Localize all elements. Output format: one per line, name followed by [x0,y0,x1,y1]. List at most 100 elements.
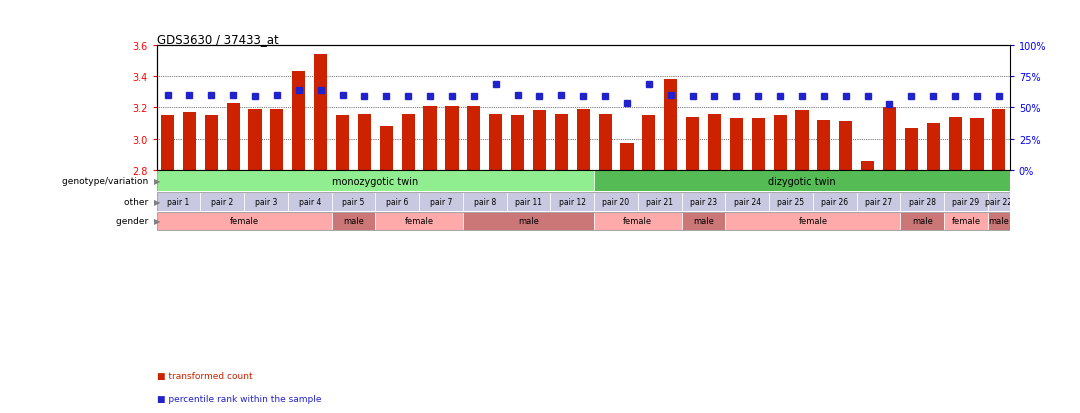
Bar [511,116,524,171]
Bar [795,111,809,171]
Bar [551,192,594,211]
Text: pair 8: pair 8 [474,197,496,206]
Text: GDS3630 / 37433_at: GDS3630 / 37433_at [157,33,279,45]
Bar [681,192,726,211]
Bar [726,192,769,211]
Bar [730,119,743,171]
Bar [376,192,419,211]
Bar [988,192,1010,211]
Bar [468,107,481,171]
Text: pair 4: pair 4 [298,197,321,206]
Text: female: female [798,217,827,226]
Bar [376,212,463,231]
Bar [813,192,856,211]
Text: pair 23: pair 23 [690,197,717,206]
Text: ▶: ▶ [154,197,161,206]
Text: other: other [124,197,151,206]
Bar [532,111,546,171]
Text: genotype/variation: genotype/variation [62,177,151,186]
Text: ▶: ▶ [154,217,161,226]
Text: male: male [988,217,1010,226]
Text: pair 7: pair 7 [430,197,453,206]
Text: male: male [518,217,539,226]
Bar [244,192,288,211]
Bar [332,192,376,211]
Bar [293,72,306,171]
Text: pair 25: pair 25 [778,197,805,206]
Bar [944,212,988,231]
Bar [861,161,874,171]
Bar [445,107,459,171]
Bar [686,117,699,171]
Bar [726,212,901,231]
Bar [752,119,765,171]
Text: pair 20: pair 20 [603,197,630,206]
Bar [773,116,786,171]
Text: pair 12: pair 12 [558,197,585,206]
Bar [419,192,463,211]
Bar [988,212,1010,231]
Bar [489,114,502,171]
Bar [227,103,240,171]
Bar [901,192,944,211]
Text: male: male [693,217,714,226]
Text: ■ transformed count: ■ transformed count [157,371,253,380]
Bar [598,114,611,171]
Bar [248,109,261,171]
Bar [357,114,372,171]
Bar [769,192,813,211]
Bar [157,171,594,192]
Bar [905,128,918,171]
Bar [555,114,568,171]
Text: dizygotic twin: dizygotic twin [768,176,836,186]
Text: pair 28: pair 28 [908,197,935,206]
Bar [201,192,244,211]
Bar [507,192,551,211]
Text: pair 21: pair 21 [646,197,673,206]
Bar [270,109,283,171]
Text: pair 27: pair 27 [865,197,892,206]
Bar [423,107,436,171]
Bar [643,116,656,171]
Bar [664,80,677,171]
Text: ■ percentile rank within the sample: ■ percentile rank within the sample [157,394,321,403]
Text: female: female [230,217,259,226]
Text: pair 11: pair 11 [515,197,542,206]
Bar [839,122,852,171]
Text: male: male [343,217,364,226]
Bar [336,116,349,171]
Bar [993,109,1005,171]
Bar [818,121,831,171]
Bar [463,212,594,231]
Text: pair 5: pair 5 [342,197,365,206]
Text: pair 29: pair 29 [953,197,980,206]
Text: pair 6: pair 6 [386,197,408,206]
Bar [901,212,944,231]
Bar [288,192,332,211]
Bar [157,212,332,231]
Bar [638,192,681,211]
Text: female: female [405,217,434,226]
Bar [948,117,961,171]
Text: pair 24: pair 24 [733,197,760,206]
Bar [577,109,590,171]
Text: pair 1: pair 1 [167,197,190,206]
Bar [205,116,218,171]
Bar [161,116,174,171]
Bar [707,114,721,171]
Text: pair 26: pair 26 [821,197,849,206]
Bar [620,144,634,171]
Bar [463,192,507,211]
Text: female: female [623,217,652,226]
Text: male: male [912,217,933,226]
Text: ▶: ▶ [154,177,161,186]
Text: monozygotic twin: monozygotic twin [333,176,418,186]
Bar [927,123,940,171]
Bar [380,127,393,171]
Bar [883,108,896,171]
Bar [314,55,327,171]
Bar [944,192,988,211]
Text: pair 2: pair 2 [211,197,233,206]
Bar [332,212,376,231]
Bar [681,212,726,231]
